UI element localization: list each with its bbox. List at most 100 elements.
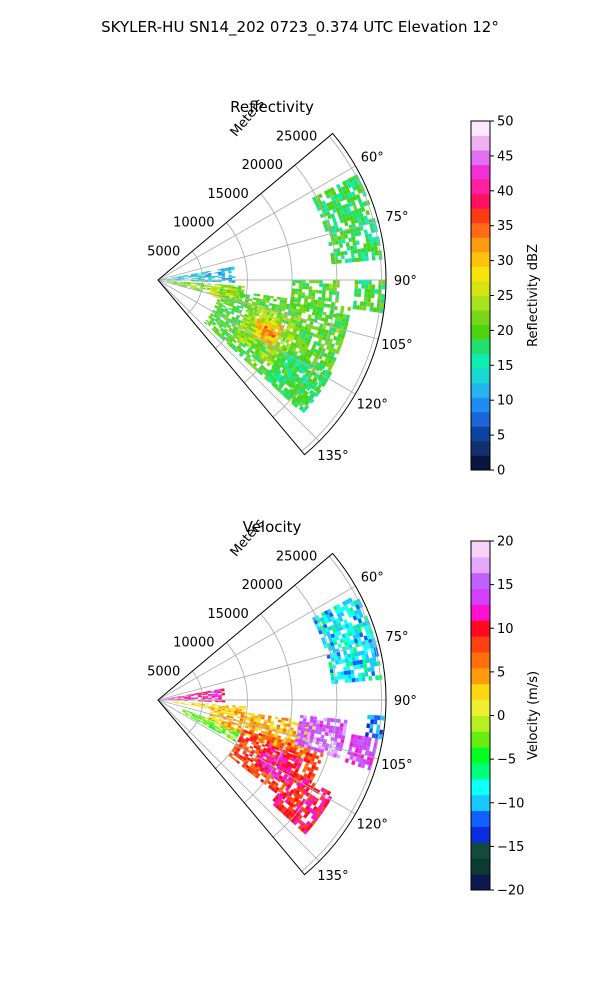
echo-cell xyxy=(348,621,353,628)
echo-cell xyxy=(364,732,370,738)
echo-cell xyxy=(213,314,217,318)
echo-cell xyxy=(259,298,264,302)
echo-cell xyxy=(312,761,317,767)
echo-cell xyxy=(357,252,362,258)
echo-cell xyxy=(227,734,231,738)
echo-cell xyxy=(191,275,195,277)
echo-cell xyxy=(290,335,296,340)
echo-cell xyxy=(262,366,268,372)
echo-cell xyxy=(229,290,234,293)
echo-cell xyxy=(268,736,273,740)
echo-cell xyxy=(229,737,234,741)
echo-cell xyxy=(357,231,362,236)
echo-cell xyxy=(361,672,366,678)
echo-cell xyxy=(242,343,247,348)
echo-cell xyxy=(294,311,299,315)
echo-cell xyxy=(262,768,268,773)
colorbar-swatch xyxy=(471,572,490,589)
echo-cell xyxy=(341,330,347,336)
echo-cell xyxy=(268,765,273,770)
echo-cell xyxy=(220,307,225,311)
echo-cell xyxy=(221,320,226,324)
echo-cell xyxy=(208,276,212,278)
echo-cell xyxy=(355,757,361,763)
echo-cell xyxy=(220,711,225,714)
echo-cell xyxy=(322,336,327,341)
echo-cell xyxy=(276,341,281,346)
echo-cell xyxy=(281,344,287,349)
echo-cell xyxy=(252,772,257,777)
echo-cell xyxy=(223,727,227,730)
echo-cell xyxy=(355,240,360,246)
echo-cell xyxy=(236,728,241,732)
echo-cell xyxy=(217,321,221,325)
echo-cell xyxy=(264,743,269,748)
echo-cell xyxy=(283,387,289,393)
echo-cell xyxy=(299,733,304,738)
echo-cell xyxy=(322,615,328,621)
echo-cell xyxy=(202,723,207,726)
echo-cell xyxy=(344,758,350,764)
echo-cell xyxy=(220,333,224,338)
echo-cell xyxy=(354,280,359,285)
echo-cell xyxy=(212,714,217,718)
echo-cell xyxy=(228,277,233,280)
echo-cell xyxy=(347,192,353,198)
echo-cell xyxy=(214,693,219,695)
echo-cell xyxy=(320,304,325,309)
echo-cell xyxy=(224,322,229,326)
echo-cell xyxy=(341,317,346,323)
echo-cell xyxy=(254,344,259,348)
echo-cell xyxy=(344,318,350,324)
echo-cell xyxy=(343,234,349,239)
echo-cell xyxy=(248,327,253,331)
echo-cell xyxy=(233,713,238,717)
echo-cell xyxy=(207,691,212,694)
echo-cell xyxy=(180,276,185,278)
echo-cell xyxy=(245,296,250,299)
echo-cell xyxy=(359,305,364,311)
echo-cell xyxy=(353,665,358,670)
echo-cell xyxy=(215,311,220,315)
echo-cell xyxy=(224,732,228,736)
echo-cell xyxy=(273,756,279,761)
echo-cell xyxy=(267,715,272,719)
echo-cell xyxy=(287,815,293,821)
echo-cell xyxy=(311,325,316,330)
echo-cell xyxy=(300,743,305,748)
echo-cell xyxy=(334,340,340,346)
echo-cell xyxy=(262,343,268,348)
echo-cell xyxy=(233,348,238,353)
echo-cell xyxy=(331,645,336,651)
echo-cell xyxy=(167,698,171,699)
echo-cell xyxy=(292,730,297,735)
echo-cell xyxy=(279,318,284,323)
echo-cell xyxy=(228,276,233,279)
echo-cell xyxy=(301,343,306,348)
echo-cell xyxy=(254,350,259,355)
echo-cell xyxy=(313,747,318,752)
colorbar-swatch xyxy=(471,295,490,311)
echo-cell xyxy=(228,271,232,274)
echo-cell xyxy=(191,714,196,717)
echo-cell xyxy=(286,796,292,802)
echo-cell xyxy=(296,794,301,800)
echo-cell xyxy=(325,210,331,216)
echo-cell xyxy=(228,280,233,283)
echo-cell xyxy=(307,802,313,808)
echo-cell xyxy=(218,708,222,710)
echo-cell xyxy=(332,619,337,625)
echo-cell xyxy=(352,742,357,748)
echo-cell xyxy=(311,371,317,377)
echo-cell xyxy=(310,299,315,304)
echo-cell xyxy=(333,632,339,637)
echo-cell xyxy=(237,334,242,339)
echo-cell xyxy=(250,762,256,767)
echo-cell xyxy=(283,300,287,304)
echo-cell xyxy=(208,718,212,721)
echo-cell xyxy=(294,741,299,746)
echo-cell xyxy=(217,688,222,691)
echo-cell xyxy=(261,733,266,738)
echo-cell xyxy=(299,776,305,781)
echo-cell xyxy=(357,207,363,214)
